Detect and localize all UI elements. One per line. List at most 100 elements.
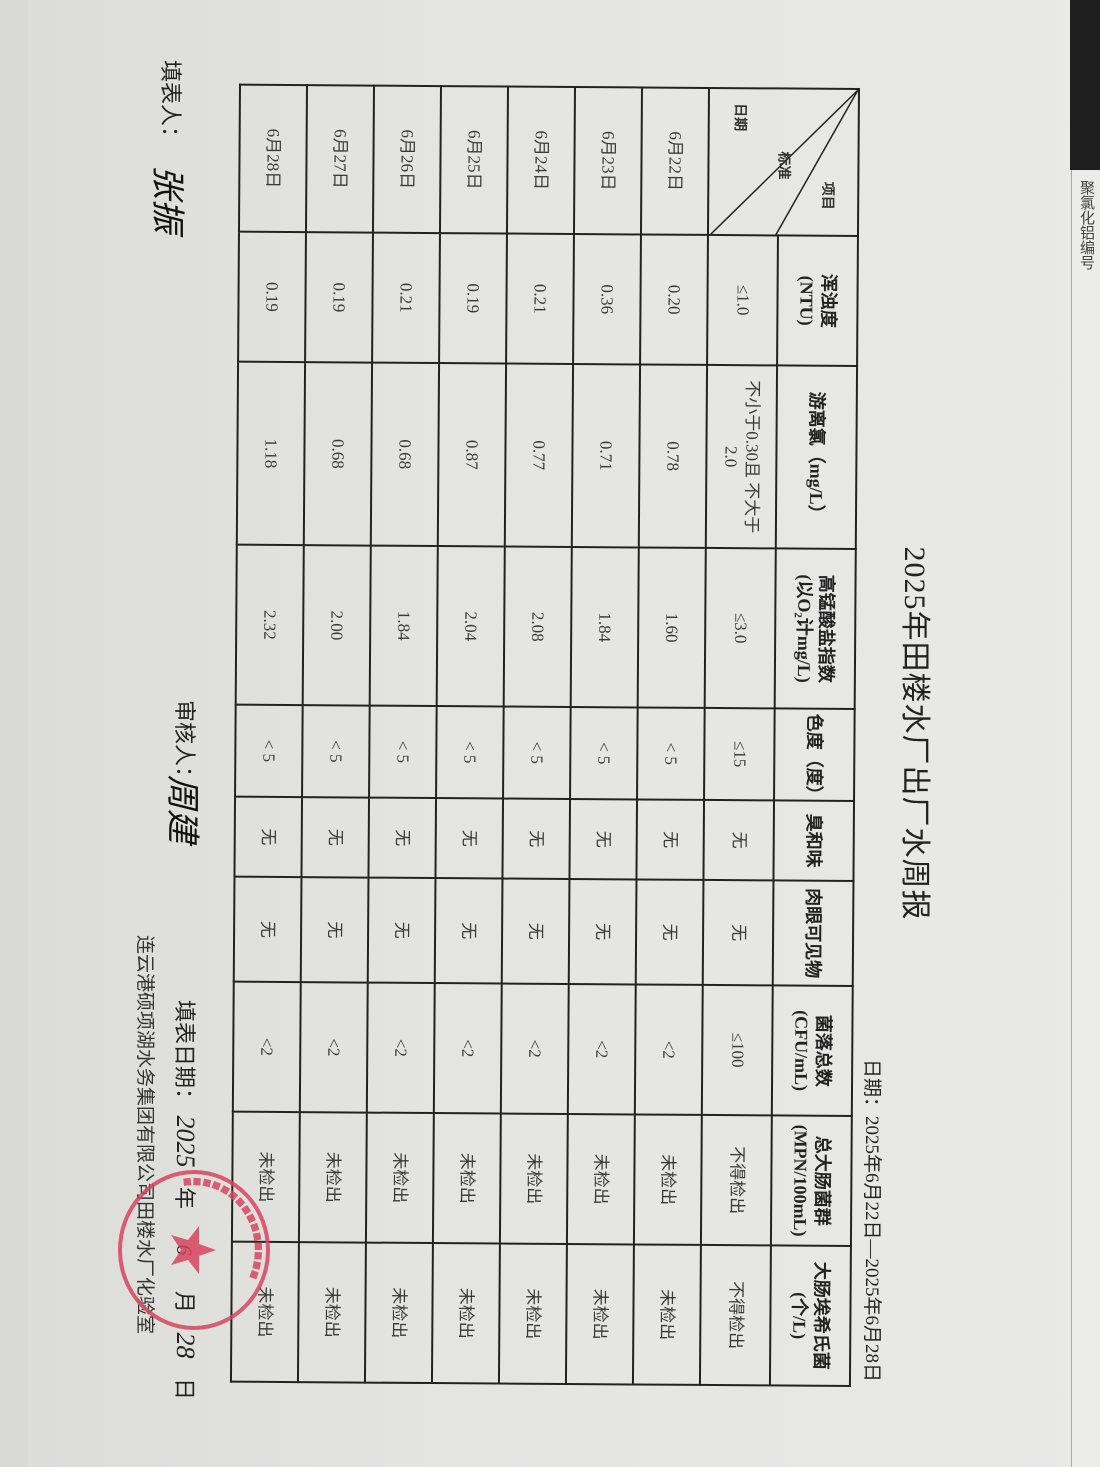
value-cell: < 5 — [235, 704, 303, 798]
star-icon — [171, 1226, 216, 1274]
value-cell: 0.19 — [439, 233, 507, 364]
date-cell: 6月26日 — [372, 85, 442, 234]
header-date-label: 日期 — [731, 103, 747, 132]
date-range: 日期：2025年6月22日—2025年6月28日 — [861, 1058, 882, 1382]
value-cell: < 5 — [369, 705, 437, 799]
column-header: 菌落总数 (CFU/mL) — [771, 985, 853, 1116]
value-cell: 无 — [435, 798, 504, 879]
column-header: 色度（度） — [774, 708, 855, 804]
column-name: 肉眼可见物 — [803, 888, 824, 979]
column-unit: (CFU/mL) — [790, 1010, 812, 1092]
fill-date-day: 28 — [171, 1332, 200, 1359]
column-name: 高锰酸盐指数 — [816, 574, 838, 683]
filler-label: 填表人： — [158, 60, 183, 149]
value-cell: 2.04 — [436, 546, 505, 707]
column-header: 大肠埃希氏菌 (个/L) — [769, 1245, 851, 1386]
value-cell: 未检出 — [632, 1244, 701, 1385]
standard-cell: ≤1.0 — [707, 234, 778, 366]
document-title: 2025年田楼水厂出厂水周报 — [898, 546, 931, 921]
date-cell: 6月27日 — [305, 85, 375, 233]
value-cell: 2.32 — [235, 544, 304, 706]
value-cell: <2 — [366, 982, 435, 1114]
standard-cell: ≤3.0 — [704, 547, 776, 709]
table-row: 6月26日 0.21 0.68 1.84 < 5 无无 <2 未检出 未检出 — [364, 85, 442, 1384]
background-dark-corner — [1070, 0, 1100, 170]
column-name: 大肠埃希氏菌 — [811, 1261, 833, 1370]
column-name: 总大肠菌群 — [812, 1135, 834, 1226]
date-cell: 6月24日 — [506, 86, 575, 235]
value-cell: 未检出 — [298, 1112, 367, 1243]
value-cell: < 5 — [302, 705, 370, 798]
column-name: 菌落总数 — [813, 1014, 835, 1087]
value-cell: 0.21 — [372, 232, 440, 364]
value-cell: 无 — [234, 796, 303, 878]
value-cell: 0.77 — [504, 363, 574, 547]
table-row: 6月27日 0.19 0.68 2.00 < 5 无无 <2 未检出 未检出 — [297, 85, 375, 1383]
value-cell: 2.08 — [503, 546, 572, 707]
value-cell: 未检出 — [365, 1112, 434, 1244]
column-header: 游离氯（mg/L） — [775, 365, 858, 549]
column-header: 高锰酸盐指数 (以O₂计mg/L) — [774, 548, 856, 709]
standard-cell: ≤15 — [704, 707, 775, 801]
standard-cell: 不得检出 — [700, 1114, 772, 1246]
value-cell: <2 — [500, 983, 569, 1114]
value-cell: 2.00 — [302, 545, 371, 706]
value-cell: 1.84 — [369, 545, 438, 707]
diagonal-header-cell: 项目 标准 日期 — [707, 87, 859, 237]
column-name: 色度（度） — [804, 713, 825, 804]
column-header: 浑浊度 (NTU) — [777, 235, 858, 366]
date-cell: 6月25日 — [439, 86, 509, 234]
date-cell: 6月22日 — [640, 87, 709, 235]
value-cell: 无 — [636, 799, 705, 880]
value-cell: 无 — [569, 798, 638, 880]
value-cell: <2 — [232, 981, 301, 1113]
value-cell: 无 — [502, 798, 571, 879]
fill-date-label: 填表日期： — [172, 1000, 197, 1111]
column-header: 总大肠菌群 (MPN/100mL) — [770, 1115, 852, 1246]
standard-row: ≤1.0 不小于0.30且 不大于2.0 ≤3.0 ≤15 无无 ≤100 不得检出 不得检出 — [699, 88, 779, 1386]
value-cell: 未检出 — [364, 1242, 433, 1384]
value-cell: <2 — [567, 983, 636, 1115]
value-cell: 无 — [233, 876, 302, 983]
table-row: 6月23日 0.36 0.71 1.84 < 5 无无 <2 未检出 未检出 — [565, 87, 642, 1385]
value-cell: 1.84 — [570, 546, 639, 708]
value-cell: 未检出 — [499, 1113, 568, 1244]
column-name: 臭和味 — [803, 813, 825, 868]
value-cell: 0.71 — [571, 364, 641, 548]
value-cell: 未检出 — [633, 1114, 702, 1245]
value-cell: 0.68 — [370, 362, 440, 547]
value-cell: 未检出 — [431, 1243, 500, 1384]
value-cell: 未检出 — [297, 1242, 366, 1383]
column-name: 游离氯（mg/L） — [806, 391, 828, 523]
water-quality-table: 项目 标准 日期 浑浊度 (NTU) 游离氯（mg/L） 高锰酸盐指数 (以O₂计mg/… — [230, 84, 860, 1387]
diagonal-lines — [708, 89, 858, 237]
column-unit: (NTU) — [796, 275, 817, 326]
value-cell: 未检出 — [566, 1113, 635, 1245]
value-cell: 无 — [300, 877, 369, 983]
value-cell: 无 — [635, 879, 704, 985]
header-standard-label: 标准 — [775, 151, 791, 180]
value-cell: 无 — [301, 797, 370, 878]
value-cell: < 5 — [503, 706, 571, 799]
value-cell: 1.18 — [236, 361, 306, 546]
value-cell: < 5 — [570, 706, 638, 800]
standard-cell: ≤100 — [701, 984, 773, 1116]
table-row: 6月22日 0.20 0.78 1.60 < 5 无无 <2 未检出 未检出 — [632, 87, 709, 1385]
underlying-paper-text: 聚氯化铝编号 — [1078, 180, 1094, 270]
standard-cell: 无 — [703, 799, 775, 881]
value-cell: 无 — [434, 878, 503, 984]
value-cell: 0.19 — [238, 231, 306, 363]
value-cell: <2 — [634, 984, 703, 1115]
table-row: 6月24日 0.21 0.77 2.08 < 5 无无 <2 未检出 未检出 — [498, 86, 575, 1384]
column-name: 浑浊度 — [818, 273, 840, 328]
value-cell: 0.68 — [303, 362, 373, 546]
value-cell: 无 — [501, 878, 570, 984]
underlying-paper: 聚氯化铝编号 — [1071, 170, 1100, 1467]
standard-cell: 不小于0.30且 不大于2.0 — [705, 364, 778, 549]
value-cell: < 5 — [637, 707, 705, 800]
day-unit: 日 — [172, 1378, 197, 1401]
value-cell: 0.19 — [305, 232, 373, 363]
value-cell: 0.21 — [506, 233, 574, 365]
value-cell: 0.36 — [573, 234, 641, 365]
value-cell: <2 — [299, 982, 368, 1113]
